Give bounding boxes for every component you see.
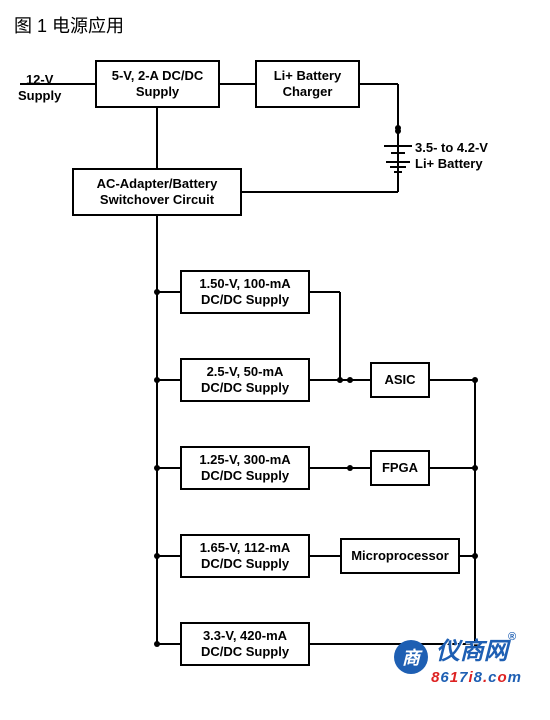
watermark-logo-icon: 商 xyxy=(394,640,428,674)
watermark-brand: 仪商网® xyxy=(436,631,516,666)
wiring-svg xyxy=(0,0,550,720)
watermark-url: 8617i8.com xyxy=(431,669,522,686)
